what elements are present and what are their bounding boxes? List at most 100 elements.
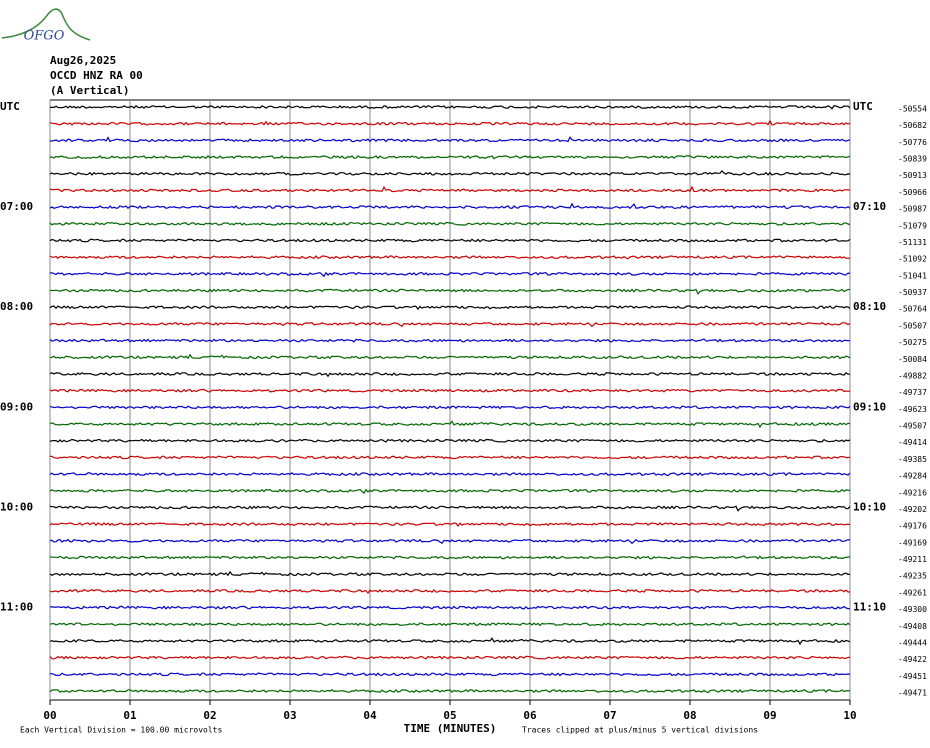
offset-label: -49737 [898,388,927,397]
trace [49,202,851,210]
x-tick-label: 00 [43,709,56,722]
date: Aug26,2025 [50,54,116,67]
trace [49,119,851,126]
offset-label: -49451 [898,672,927,681]
logo-text: OFGO [24,29,65,44]
trace [50,455,851,460]
x-tick-label: 02 [203,709,216,722]
trace [49,221,851,226]
offset-label: -49284 [898,472,927,481]
trace [49,522,851,528]
offset-label: -50839 [898,155,927,164]
offset-label: -49444 [898,638,927,647]
trace [49,622,851,627]
trace [49,255,851,260]
left-time-label: 09:00 [0,400,33,413]
trace [49,438,851,443]
x-tick-label: 07 [603,709,616,722]
right-time-label: 11:10 [853,601,886,614]
offset-label: -49422 [898,655,927,664]
trace [49,688,851,694]
offset-label: -50507 [898,321,927,330]
trace [49,288,851,295]
offset-label: -50776 [898,138,927,147]
offset-label: -49300 [898,605,927,614]
offset-label: -51079 [898,221,927,230]
offset-label: -49261 [898,588,927,597]
left-time-label: 08:00 [0,300,33,313]
trace [49,155,851,160]
trace [49,570,851,577]
offset-label: -49202 [898,505,927,514]
trace [49,185,851,193]
trace [49,605,851,610]
trace [49,305,851,311]
scale-note: Each Vertical Division = 100.00 microvol… [20,726,222,735]
offset-label: -50084 [898,355,927,364]
trace [49,136,851,143]
x-tick-label: 08 [683,709,696,722]
component: (A Vertical) [50,84,129,97]
offset-label: -50913 [898,171,927,180]
trace [49,104,851,110]
right-time-label: 07:10 [853,200,886,213]
trace [49,338,851,343]
right-time-label: 09:10 [853,400,886,413]
offset-label: -49176 [898,522,927,531]
offset-label: -49623 [898,405,927,414]
offset-label: -49408 [898,622,927,631]
offset-label: -50937 [898,288,927,297]
trace [49,471,851,477]
offset-label: -49414 [898,438,927,447]
left-time-label: 10:00 [0,500,33,513]
offset-label: -51131 [898,238,927,247]
offset-label: -51041 [898,271,927,280]
trace [49,271,851,278]
left-time-label: UTC [0,100,20,113]
offset-label: -49507 [898,422,927,431]
trace [49,238,851,243]
offset-label: -49385 [898,455,927,464]
offset-label: -50682 [898,121,927,130]
right-time-label: 08:10 [853,300,886,313]
trace [49,505,851,512]
offset-label: -49216 [898,488,927,497]
right-time-label: 10:10 [853,500,886,513]
offset-label: -51092 [898,255,927,264]
offset-label: -50987 [898,205,927,214]
x-tick-label: 09 [763,709,776,722]
trace [49,321,851,328]
trace [49,488,851,495]
x-tick-label: 03 [283,709,296,722]
trace [49,170,851,176]
trace [49,655,851,660]
offset-label: -49169 [898,538,927,547]
trace [50,405,851,410]
x-tick-label: 01 [123,709,137,722]
x-axis-title: TIME (MINUTES) [404,722,497,735]
right-time-label: UTC [853,100,873,113]
offset-label: -50275 [898,338,927,347]
x-tick-label: 10 [843,709,856,722]
offset-label: -50554 [898,105,927,114]
left-time-label: 07:00 [0,200,33,213]
x-tick-label: 06 [523,709,537,722]
offset-label: -49882 [898,371,927,380]
trace [49,538,851,545]
clip-note: Traces clipped at plus/minus 5 vertical … [522,726,758,735]
offset-label: -50764 [898,305,927,314]
offset-label: -49211 [898,555,927,564]
offset-label: -49471 [898,689,927,698]
left-time-label: 11:00 [0,601,33,614]
station: OCCD HNZ RA 00 [50,69,143,82]
trace [49,672,851,677]
offset-label: -50966 [898,188,927,197]
x-tick-label: 04 [363,709,377,722]
offset-label: -49235 [898,572,927,581]
trace [49,420,851,429]
trace [49,555,851,560]
trace [49,371,851,378]
logo-mark [1,8,91,41]
